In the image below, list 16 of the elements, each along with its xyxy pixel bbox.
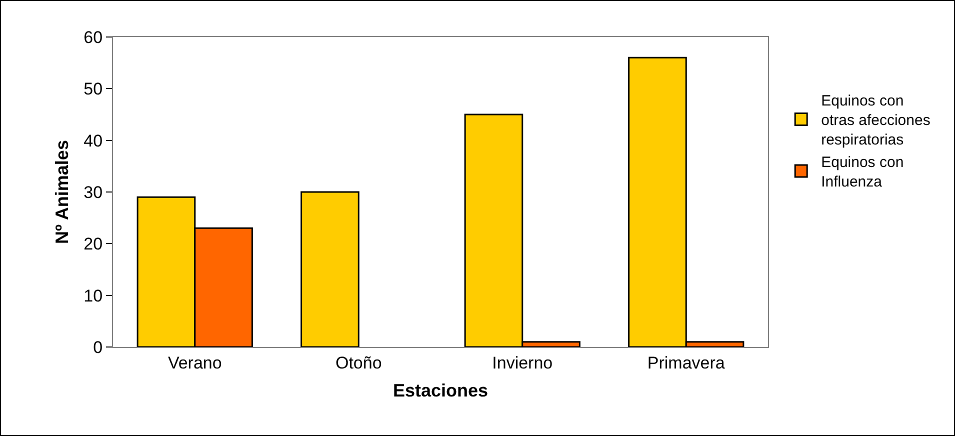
y-tick-label: 20 bbox=[84, 234, 103, 254]
y-tick-label: 50 bbox=[84, 80, 103, 99]
x-tick-label: Otoño bbox=[335, 353, 382, 372]
y-tick-label: 0 bbox=[93, 338, 103, 357]
x-tick-label: Invierno bbox=[492, 353, 553, 372]
legend-label: Equinos con Influenza bbox=[821, 154, 904, 191]
y-tick-label: 40 bbox=[84, 131, 103, 150]
bar bbox=[300, 191, 360, 347]
y-axis-title: Nº Animales bbox=[52, 140, 72, 244]
legend-label: Equinos con otras afecciones respiratorias bbox=[821, 92, 930, 149]
y-tick-label: 60 bbox=[84, 28, 103, 47]
x-tick-label: Primavera bbox=[647, 353, 726, 372]
y-tick-label: 10 bbox=[84, 286, 103, 306]
y-tick-label: 30 bbox=[84, 182, 103, 202]
x-tick-label: Verano bbox=[168, 353, 222, 372]
x-axis-title: Estaciones bbox=[392, 380, 488, 400]
